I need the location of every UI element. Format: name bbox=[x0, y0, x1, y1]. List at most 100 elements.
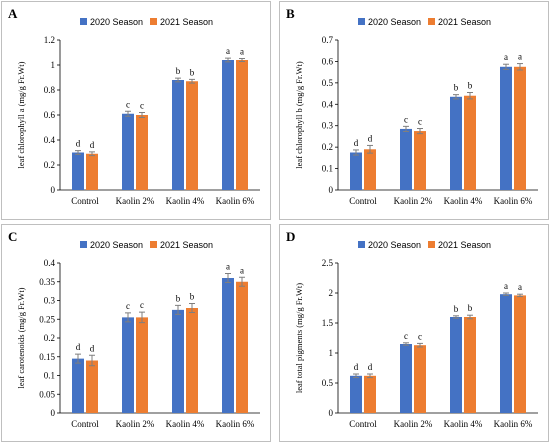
y-tick-label: 0 bbox=[329, 408, 334, 418]
bar-1-4 bbox=[222, 60, 234, 190]
significance-letter: c bbox=[418, 117, 422, 127]
y-tick-label: 0.2 bbox=[44, 160, 55, 170]
bar-1-2 bbox=[400, 128, 412, 190]
y-tick-label: 0.15 bbox=[39, 352, 55, 362]
x-tick-label: Control bbox=[71, 196, 99, 206]
significance-letter: c bbox=[140, 300, 144, 310]
bar-1-1 bbox=[72, 152, 84, 190]
legend-label-2: 2021 Season bbox=[438, 240, 491, 250]
x-tick-label: Kaolin 6% bbox=[494, 196, 533, 206]
y-tick-label: 1 bbox=[51, 60, 56, 70]
significance-letter: a bbox=[226, 262, 230, 272]
y-tick-label: 0.5 bbox=[322, 78, 334, 88]
x-tick-label: Kaolin 4% bbox=[166, 419, 205, 429]
legend-swatch-1 bbox=[80, 18, 87, 25]
legend: 2020 Season 2021 Season bbox=[358, 17, 491, 27]
y-tick-label: 1.5 bbox=[322, 318, 334, 328]
legend: 2020 Season 2021 Season bbox=[358, 240, 491, 250]
bar-1-4 bbox=[222, 278, 234, 413]
bar-2-4 bbox=[514, 295, 526, 413]
y-tick-label: 1 bbox=[329, 348, 334, 358]
panel-letter-c: C bbox=[8, 229, 18, 244]
significance-letter: d bbox=[354, 138, 359, 148]
bar-2-3 bbox=[186, 308, 198, 413]
y-tick-label: 2 bbox=[329, 288, 334, 298]
chart-panel-a: A 2020 Season 2021 Season 0 0.2 0.4 0.6 0.8 1 1.… bbox=[1, 1, 271, 220]
x-tick-label: Kaolin 4% bbox=[166, 196, 205, 206]
y-tick-label: 0.25 bbox=[39, 314, 55, 324]
y-tick-label: 0.2 bbox=[322, 142, 333, 152]
chart-panel-c: C 2020 Season 2021 Season 0 0.05 0.1 0.15 0.2 0… bbox=[1, 224, 271, 442]
y-tick-label: 0.6 bbox=[44, 110, 56, 120]
x-tick-label: Control bbox=[349, 196, 377, 206]
significance-letter: b bbox=[468, 81, 473, 91]
bar-1-3 bbox=[172, 80, 184, 190]
significance-letter: c bbox=[418, 331, 422, 341]
legend-swatch-2 bbox=[150, 18, 157, 25]
y-tick-label: 0 bbox=[329, 185, 334, 195]
legend-swatch-2 bbox=[428, 241, 435, 248]
significance-letter: c bbox=[404, 114, 408, 124]
legend-swatch-1 bbox=[358, 18, 365, 25]
panel-letter-b: B bbox=[286, 6, 295, 21]
bar-1-1 bbox=[72, 358, 84, 413]
bar-1-1 bbox=[350, 152, 362, 190]
bar-1-4 bbox=[500, 294, 512, 413]
legend: 2020 Season 2021 Season bbox=[80, 240, 213, 250]
significance-letter: c bbox=[126, 99, 130, 109]
y-tick-label: 0.4 bbox=[44, 258, 56, 268]
bar-2-1 bbox=[364, 149, 376, 190]
significance-letter: b bbox=[190, 292, 195, 302]
y-axis-label: leaf chlorophyll a (mg/g Fr.Wt) bbox=[16, 61, 26, 168]
significance-letter: c bbox=[126, 301, 130, 311]
significance-letter: a bbox=[518, 282, 522, 292]
significance-letter: a bbox=[240, 265, 244, 275]
significance-letter: d bbox=[90, 140, 95, 150]
bar-1-3 bbox=[450, 96, 462, 190]
bar-1-1 bbox=[350, 375, 362, 413]
significance-letter: b bbox=[176, 293, 181, 303]
legend-swatch-1 bbox=[358, 241, 365, 248]
y-tick-label: 0.05 bbox=[39, 389, 55, 399]
y-tick-label: 0.2 bbox=[44, 333, 55, 343]
x-tick-label: Kaolin 6% bbox=[216, 196, 255, 206]
legend-label-2: 2021 Season bbox=[160, 240, 213, 250]
y-axis-label: leaf chlorophyll b (mg/g Fr.Wt) bbox=[294, 61, 304, 169]
y-tick-label: 0.3 bbox=[322, 121, 334, 131]
bar-1-2 bbox=[400, 344, 412, 413]
legend-label-1: 2020 Season bbox=[368, 240, 421, 250]
y-axis-label: leaf carotenoids (mg/g Fr.Wt) bbox=[16, 287, 26, 388]
x-tick-label: Kaolin 4% bbox=[444, 419, 483, 429]
y-tick-label: 1.2 bbox=[44, 35, 55, 45]
significance-letter: b bbox=[190, 67, 195, 77]
panel-letter-a: A bbox=[8, 6, 18, 21]
bar-2-1 bbox=[86, 153, 98, 190]
legend-label-1: 2020 Season bbox=[90, 240, 143, 250]
significance-letter: d bbox=[76, 342, 81, 352]
x-tick-label: Control bbox=[349, 419, 377, 429]
y-tick-label: 0 bbox=[51, 408, 56, 418]
bar-2-3 bbox=[186, 81, 198, 190]
y-tick-label: 0.8 bbox=[44, 85, 56, 95]
legend-label-2: 2021 Season bbox=[438, 17, 491, 27]
x-tick-label: Kaolin 2% bbox=[116, 196, 155, 206]
legend-label-1: 2020 Season bbox=[368, 17, 421, 27]
bar-2-4 bbox=[236, 281, 248, 413]
bar-2-4 bbox=[236, 60, 248, 190]
significance-letter: a bbox=[518, 52, 522, 62]
y-tick-label: 0.4 bbox=[44, 135, 56, 145]
y-axis-label: leaf total pigments (mg/g Fr.Wt) bbox=[294, 283, 304, 393]
legend: 2020 Season 2021 Season bbox=[80, 17, 213, 27]
legend-label-1: 2020 Season bbox=[90, 17, 143, 27]
x-tick-label: Control bbox=[71, 419, 99, 429]
legend-swatch-1 bbox=[80, 241, 87, 248]
significance-letter: a bbox=[504, 281, 508, 291]
significance-letter: a bbox=[504, 52, 508, 62]
legend-label-2: 2021 Season bbox=[160, 17, 213, 27]
panel-letter-d: D bbox=[286, 229, 296, 244]
significance-letter: b bbox=[454, 304, 459, 314]
significance-letter: d bbox=[368, 133, 373, 143]
significance-letter: d bbox=[354, 362, 359, 372]
y-tick-label: 0 bbox=[51, 185, 56, 195]
y-tick-label: 0.1 bbox=[44, 371, 55, 381]
